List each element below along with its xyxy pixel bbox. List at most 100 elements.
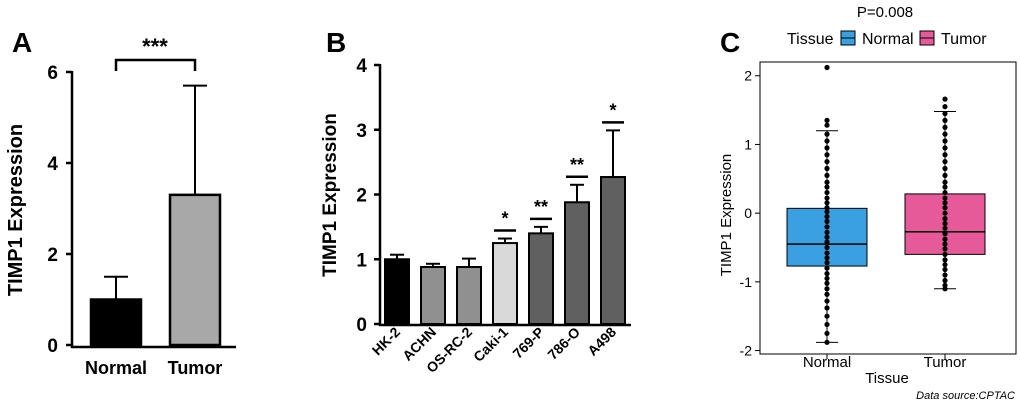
panel-c-data-point: [824, 244, 830, 251]
panel-a-y-tick-label: 2: [47, 245, 58, 266]
panel-c-data-point: [824, 250, 830, 256]
panel-c-data-point: [824, 321, 830, 328]
panel-c-y-tick-label: 1: [744, 136, 752, 152]
data-source-note: Data source:CPTAC: [916, 390, 1015, 402]
panel-a: A TIMP1 Expression 0 2 4 6 *** Normal Tumor: [5, 27, 236, 378]
panel-a-bar-normal: [89, 298, 143, 347]
panel-c-x-labels: Normal Tumor: [803, 354, 966, 371]
panel-c-data-point: [942, 241, 948, 247]
panel-c-data-point: [824, 298, 830, 304]
panel-c-data-point: [942, 195, 948, 201]
panel-c-data-point: [824, 184, 830, 190]
panel-c-data-point: [824, 131, 830, 137]
panel-c-title: P=0.008: [857, 4, 913, 21]
panel-b-bars: ******: [384, 100, 626, 326]
panel-a-bar-tumor: [168, 193, 222, 347]
panel-c-data-point: [824, 205, 830, 211]
panel-c-data-point: [942, 152, 948, 158]
panel-c-data-point: [942, 138, 948, 144]
panel-c-data-point: [942, 124, 948, 130]
panel-c-data-point: [942, 179, 948, 185]
panel-c-data-point: [824, 117, 830, 123]
panel-c-data-point: [942, 189, 948, 196]
panel-c-y-tick-label: -1: [740, 274, 753, 290]
panel-c-data-point: [824, 145, 830, 151]
panel-a-y-tick-label: 4: [47, 154, 58, 175]
panel-b-bar: [456, 266, 482, 325]
panel-c-data-point: [942, 200, 948, 206]
panel-c-data-point: [824, 275, 830, 282]
panel-b-sig-label: **: [534, 197, 548, 217]
panel-c-data-point: [824, 195, 830, 201]
panel-c-box-normal: [786, 64, 868, 345]
panel-c-data-point: [942, 220, 948, 227]
panel-c-data-point: [942, 257, 948, 263]
panel-c-boxes: [786, 64, 986, 345]
panel-b-y-tick-label: 3: [356, 121, 367, 142]
panel-label-c: C: [720, 27, 740, 58]
panel-c-x-label: Normal: [803, 354, 851, 371]
panel-c-data-point: [824, 64, 830, 71]
panel-b-bar: [564, 201, 590, 326]
panel-a-x-label: Tumor: [168, 358, 223, 378]
panel-c-data-point: [824, 218, 830, 224]
panel-b-x-label: A498: [584, 324, 619, 359]
panel-c-data-point: [824, 213, 830, 220]
panel-c-data-point: [824, 138, 830, 144]
panel-a-bars: [89, 84, 222, 347]
panel-c-data-point: [942, 96, 948, 102]
panel-c-data-point: [942, 104, 948, 110]
panel-c-data-point: [942, 216, 948, 222]
panel-b-sig-label: *: [501, 209, 508, 229]
panel-b-bar: [420, 266, 446, 325]
panel-c: C P=0.008 Tissue Normal Tumor TIMP1 Expr…: [718, 4, 1017, 402]
panel-c-data-point: [824, 271, 830, 277]
panel-c-data-point: [824, 229, 830, 235]
panel-c-x-axis-label: Tissue: [865, 370, 909, 387]
panel-c-data-point: [942, 251, 948, 257]
legend-label-tumor: Tumor: [941, 31, 987, 48]
panel-c-data-point: [942, 117, 948, 123]
panel-c-y-axis-label: TIMP1 Expression: [718, 154, 735, 277]
panel-c-data-point: [824, 255, 830, 261]
panel-c-data-point: [824, 165, 830, 172]
panel-c-data-point: [942, 184, 948, 190]
panel-c-data-point: [824, 224, 830, 230]
panel-a-significance: ***: [114, 34, 197, 71]
panel-c-data-point: [824, 280, 830, 286]
panel-c-data-point: [824, 179, 830, 185]
panel-b-y-axis-label: TIMP1 Expression: [320, 113, 341, 277]
panel-b-x-label: HK-2: [369, 324, 404, 359]
panel-c-data-point: [942, 210, 948, 216]
panel-c-box-tumor: [904, 96, 986, 292]
panel-a-y-tick-label: 6: [47, 63, 58, 84]
panel-b-y-tick-label: 0: [356, 315, 367, 336]
panel-c-data-point: [824, 291, 830, 297]
panel-c-y-tick-label: 0: [744, 205, 752, 221]
legend-label-normal: Normal: [862, 31, 914, 48]
panel-c-y-ticks: -2 -1 0 1 2: [740, 68, 760, 359]
panel-c-y-tick-label: -2: [740, 343, 753, 359]
panel-c-data-point: [824, 209, 830, 215]
panel-c-data-point: [824, 159, 830, 165]
panel-c-data-point: [942, 131, 948, 137]
panel-c-data-point: [824, 313, 830, 319]
panel-c-data-point: [942, 225, 948, 231]
panel-c-data-point: [824, 286, 830, 292]
panel-b-x-label: 769-P: [509, 324, 547, 362]
panel-a-sig-label: ***: [142, 34, 168, 59]
panel-c-data-point: [942, 266, 948, 273]
panel-c-data-point: [942, 231, 948, 237]
panel-c-data-point: [824, 239, 830, 245]
panel-b-bar: [492, 242, 518, 325]
panel-c-data-point: [824, 305, 830, 311]
panel-c-data-point: [824, 200, 830, 206]
panel-c-data-point: [942, 165, 948, 172]
panel-c-data-point: [824, 260, 830, 266]
panel-c-legend-title: Tissue: [787, 31, 834, 48]
panel-b-y-ticks: 0 1 2 3 4: [356, 56, 380, 336]
panel-label-a: A: [12, 27, 32, 58]
panel-c-data-point: [942, 246, 948, 252]
panel-c-data-point: [824, 152, 830, 158]
